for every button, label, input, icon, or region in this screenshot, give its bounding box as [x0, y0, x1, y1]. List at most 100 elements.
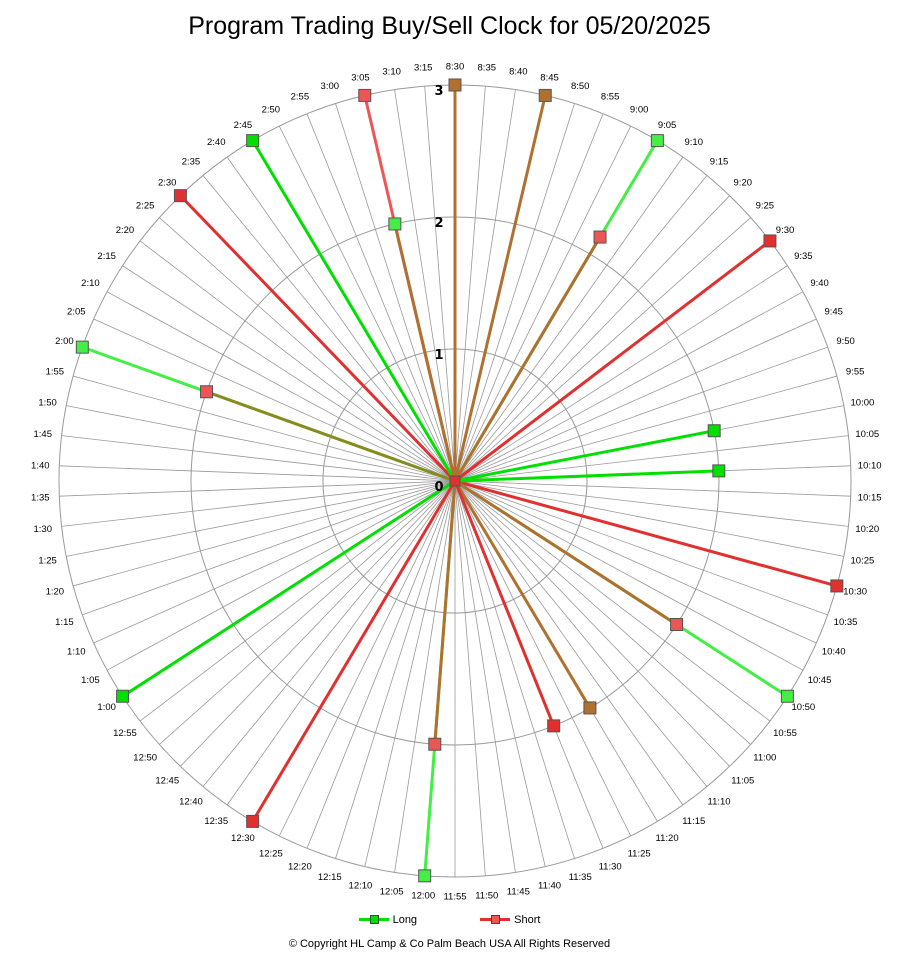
time-label: 2:10 — [81, 278, 100, 289]
time-label: 9:20 — [734, 177, 753, 188]
spoke-marker-10:50 — [670, 618, 684, 632]
grid-spoke — [278, 125, 456, 482]
time-label: 2:15 — [97, 251, 116, 262]
time-label: 9:45 — [824, 307, 843, 318]
grid-spoke — [454, 480, 516, 873]
spoke-marker-11:30 — [547, 719, 561, 733]
time-label: 10:10 — [858, 461, 882, 472]
grid-spoke — [364, 480, 456, 867]
grid-spoke — [454, 89, 516, 482]
spoke-marker-3:05 — [358, 88, 372, 102]
legend-long: Long — [358, 913, 418, 926]
time-label: 9:40 — [810, 278, 829, 289]
grid-spoke — [139, 480, 456, 722]
time-label: 9:00 — [630, 105, 649, 116]
spoke-line-10:50 — [454, 479, 678, 626]
grid-spoke — [454, 480, 751, 745]
time-label: 9:55 — [846, 367, 865, 378]
time-label: 12:25 — [259, 848, 283, 859]
grid-spoke — [454, 113, 604, 482]
time-label: 12:00 — [411, 890, 435, 901]
grid-spoke — [454, 86, 486, 482]
grid-spoke — [454, 480, 708, 787]
grid-spoke — [66, 405, 456, 482]
grid-spoke — [454, 156, 684, 482]
grid-spoke — [454, 435, 849, 482]
time-labels: 8:30 8:35 8:40 8:45 8:50 8:55 9:00 9:05 9:10 9:15… — [31, 62, 882, 903]
spoke-line-9:05 — [453, 236, 602, 482]
grid-spoke — [159, 217, 456, 482]
spoke-marker-11:20 — [583, 701, 597, 715]
time-label: 3:15 — [414, 63, 433, 74]
time-label: 2:40 — [207, 137, 226, 148]
grid-spoke — [61, 435, 456, 482]
spoke-line-1:00 — [121, 479, 456, 698]
chart-title: Program Trading Buy/Sell Clock for 05/20… — [188, 12, 711, 40]
spoke-marker-1:00 — [116, 689, 130, 703]
time-label: 1:10 — [67, 646, 86, 657]
time-label: 11:10 — [708, 797, 731, 808]
grid-spoke — [454, 480, 828, 616]
grid-spoke — [454, 480, 804, 671]
time-label: 12:05 — [380, 887, 404, 898]
grid-spoke — [454, 480, 730, 767]
time-label: 11:15 — [682, 816, 705, 827]
spoke-line-12:00 — [433, 480, 457, 745]
spoke-line-2:00 — [206, 390, 456, 483]
grid-spoke — [454, 480, 575, 859]
grid-spoke — [454, 480, 817, 644]
grid-spoke — [454, 291, 804, 482]
time-label: 2:05 — [67, 307, 86, 318]
grid-spoke — [454, 480, 684, 806]
time-label: 11:50 — [475, 890, 498, 901]
copyright-notice: © Copyright HL Camp & Co Palm Beach USA … — [288, 938, 611, 950]
legend-short: Short — [480, 914, 540, 926]
radial-tick-label: 0 — [434, 480, 443, 495]
time-label: 1:40 — [31, 461, 50, 472]
spoke-line-10:10 — [454, 469, 719, 483]
time-label: 9:50 — [836, 336, 855, 347]
grid-spoke — [73, 480, 456, 587]
grid-spoke — [424, 86, 456, 482]
time-label: 10:50 — [791, 702, 815, 713]
grid-spoke — [394, 480, 456, 873]
time-label: 10:15 — [858, 492, 882, 503]
spoke-line-8:45 — [453, 95, 547, 482]
spoke-line-10:00 — [454, 429, 715, 483]
grid-spoke — [454, 480, 771, 722]
time-label: 11:30 — [599, 861, 622, 872]
time-label: 8:30 — [446, 62, 465, 73]
time-label: 12:40 — [179, 797, 203, 808]
time-label: 11:55 — [443, 892, 466, 903]
time-label: 1:25 — [38, 556, 57, 567]
legend-long-label: Long — [392, 913, 418, 926]
time-label: 10:40 — [822, 646, 846, 657]
spoke-marker-8:45 — [538, 88, 552, 102]
grid-spoke — [454, 480, 546, 867]
spoke-marker-9:30 — [763, 234, 777, 248]
grid-spoke — [454, 318, 817, 482]
time-label: 3:05 — [351, 72, 370, 83]
legend-short-label: Short — [514, 913, 541, 926]
spoke-marker-2:00 — [75, 340, 89, 354]
time-label: 9:05 — [658, 120, 677, 131]
time-label: 9:25 — [756, 200, 775, 211]
grid-spoke — [335, 480, 456, 859]
time-label: 2:55 — [291, 92, 310, 103]
time-label: 1:35 — [31, 492, 50, 503]
time-label: 2:25 — [136, 200, 155, 211]
grid-spoke — [139, 240, 456, 482]
spoke-line-11:30 — [453, 480, 556, 727]
grid-spoke — [159, 480, 456, 745]
grid-spoke — [454, 480, 849, 527]
grid-spoke — [454, 195, 730, 482]
time-label: 8:40 — [509, 66, 528, 77]
grid-spoke — [278, 480, 456, 837]
time-label: 1:15 — [55, 617, 74, 628]
time-label: 10:45 — [808, 675, 832, 686]
time-label: 9:15 — [710, 156, 729, 167]
grid-spoke — [93, 318, 456, 482]
grid-spoke — [454, 375, 837, 482]
spoke-marker-12:30 — [246, 814, 260, 828]
